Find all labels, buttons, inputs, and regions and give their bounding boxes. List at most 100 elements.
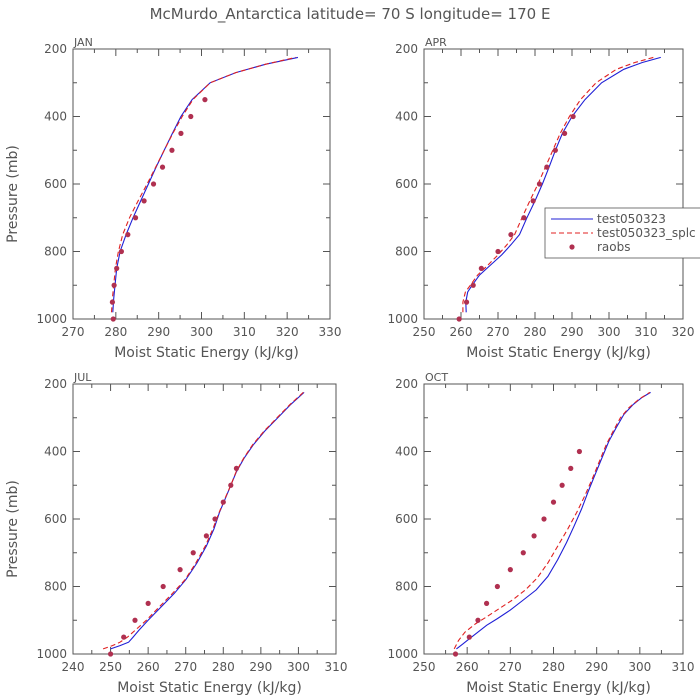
legend-label: test050323: [597, 212, 666, 226]
series-line-1: [456, 391, 651, 650]
x-tick-label: 290: [249, 660, 272, 674]
y-tick-label: 400: [44, 110, 67, 124]
raobs-point: [169, 147, 175, 153]
raobs-point: [220, 499, 226, 505]
panel-label: JUL: [73, 371, 92, 384]
x-tick-label: 280: [524, 325, 547, 339]
plot-frame: [72, 383, 337, 655]
y-tick-label: 400: [395, 110, 418, 124]
raobs-point: [190, 550, 196, 556]
y-tick-label: 600: [44, 177, 67, 191]
raobs-point: [203, 533, 209, 539]
raobs-point: [466, 634, 472, 640]
raobs-point: [212, 516, 218, 522]
raobs-point: [178, 130, 184, 136]
raobs-point: [233, 465, 240, 471]
raobs-point: [202, 97, 208, 103]
raobs-point: [463, 299, 470, 305]
x-tick-label: 250: [413, 325, 436, 339]
x-tick-label: 270: [174, 660, 197, 674]
raobs-point: [520, 550, 526, 556]
x-tick-label: 260: [450, 325, 473, 339]
raobs-point: [570, 113, 576, 120]
raobs-point: [125, 232, 131, 238]
x-tick-label: 260: [137, 660, 160, 674]
y-tick-label: 600: [395, 177, 418, 191]
legend-swatch: [569, 244, 575, 250]
raobs-point: [544, 164, 550, 170]
raobs-point: [550, 499, 557, 505]
raobs-point: [109, 299, 116, 305]
raobs-point: [177, 567, 183, 573]
raobs-point: [568, 465, 574, 471]
x-tick-label: 300: [628, 660, 651, 674]
raobs-point: [531, 533, 537, 539]
raobs-point: [508, 232, 514, 238]
raobs-point: [141, 198, 147, 204]
y-tick-label: 200: [44, 377, 67, 391]
y-tick-label: 200: [395, 42, 418, 56]
raobs-point: [145, 600, 151, 606]
y-tick-label: 800: [44, 580, 67, 594]
x-axis-label: Moist Static Energy (kJ/kg): [114, 345, 299, 361]
x-tick-label: 270: [499, 660, 522, 674]
panel-oct: OCT 250 260 270 280 290 300 310 200 400 600 800 1000…: [387, 371, 694, 696]
raobs-point: [111, 282, 117, 288]
x-tick-label: 250: [413, 660, 436, 674]
raobs-point: [552, 147, 558, 153]
series-line-2: [102, 391, 304, 650]
series-line-1: [465, 56, 661, 313]
raobs-point: [132, 215, 139, 221]
x-tick-label: 320: [672, 325, 695, 339]
raobs-point: [107, 651, 114, 657]
x-tick-label: 290: [561, 325, 584, 339]
panel-label: OCT: [425, 371, 448, 384]
series-line-2: [110, 56, 296, 313]
raobs-point: [456, 316, 462, 322]
raobs-point: [478, 265, 484, 271]
x-tick-label: 310: [325, 660, 348, 674]
raobs-point: [507, 567, 513, 573]
raobs-point: [228, 482, 234, 488]
y-tick-label: 200: [44, 42, 67, 56]
raobs-point: [110, 316, 116, 322]
x-tick-label: 260: [456, 660, 479, 674]
series-line-1: [110, 391, 305, 650]
raobs-point: [150, 181, 157, 187]
plot-frame: [423, 383, 684, 655]
panel-jul: JUL 240 250 260 270 280 290 300 310 200 400 600 800 1…: [5, 371, 347, 696]
y-tick-label: 1000: [387, 647, 418, 661]
figure-title: McMurdo_Antarctica latitude= 70 S longit…: [150, 5, 551, 24]
x-tick-label: 270: [62, 325, 85, 339]
x-tick-label: 290: [585, 660, 608, 674]
y-tick-label: 600: [395, 512, 418, 526]
x-tick-label: 240: [62, 660, 85, 674]
x-axis-label: Moist Static Energy (kJ/kg): [117, 680, 302, 696]
raobs-point: [530, 198, 536, 204]
x-axis-label: Moist Static Energy (kJ/kg): [466, 345, 651, 361]
panels: JAN 270 280 290 300 310 320 330 200 400 600 800 1000…: [5, 36, 700, 696]
y-tick-label: 1000: [36, 647, 67, 661]
plot-frame: [423, 48, 684, 320]
series-line-2: [462, 56, 654, 313]
y-tick-label: 200: [395, 377, 418, 391]
plot-frame: [72, 48, 331, 320]
raobs-point: [541, 516, 547, 522]
raobs-point: [132, 617, 138, 623]
y-tick-label: 400: [44, 445, 67, 459]
y-tick-label: 1000: [36, 312, 67, 326]
raobs-point: [536, 181, 543, 187]
raobs-point: [452, 651, 459, 657]
y-tick-label: 800: [44, 245, 67, 259]
y-tick-label: 1000: [387, 312, 418, 326]
x-tick-label: 280: [104, 325, 127, 339]
x-tick-label: 330: [319, 325, 342, 339]
raobs-point: [188, 113, 194, 120]
series-line-2: [453, 391, 651, 650]
panel-jan: JAN 270 280 290 300 310 320 330 200 400 600 800 1000…: [5, 36, 341, 361]
series-line-1: [112, 56, 299, 313]
x-tick-label: 280: [212, 660, 235, 674]
raobs-point: [118, 248, 125, 255]
